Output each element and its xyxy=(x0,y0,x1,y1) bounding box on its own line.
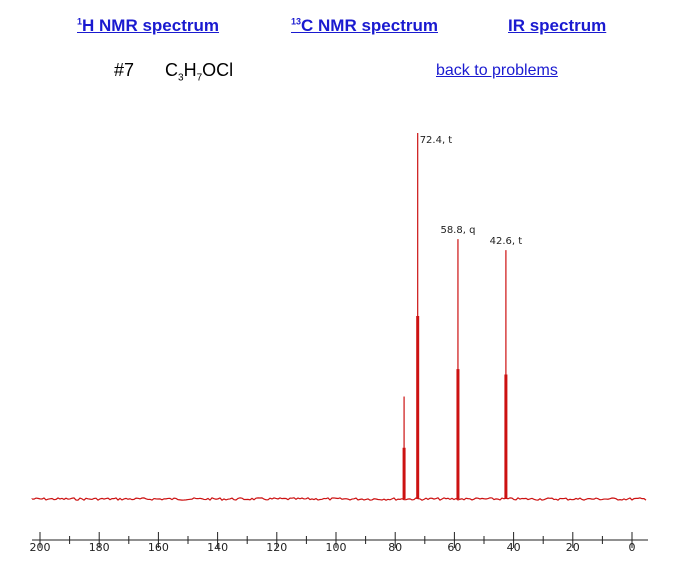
formula-c: C xyxy=(165,60,178,80)
c-nmr-label: C NMR spectrum xyxy=(301,16,438,35)
problem-number: #7 xyxy=(114,60,135,80)
baseline xyxy=(31,497,647,501)
x-tick-label: 120 xyxy=(266,541,287,554)
x-tick-label: 100 xyxy=(326,541,347,554)
x-tick-label: 40 xyxy=(507,541,521,554)
x-tick-label: 60 xyxy=(447,541,461,554)
x-tick-label: 80 xyxy=(388,541,402,554)
x-tick-label: 180 xyxy=(89,541,110,554)
x-tick-label: 20 xyxy=(566,541,580,554)
h-nmr-superscript: 1 xyxy=(77,16,83,27)
h-nmr-label: H NMR spectrum xyxy=(82,16,219,35)
back-to-problems-link[interactable]: back to problems xyxy=(436,62,558,79)
formula-h-count: 7 xyxy=(196,72,203,84)
ir-label: IR spectrum xyxy=(508,16,607,35)
x-tick-label: 160 xyxy=(148,541,169,554)
x-tick-label: 200 xyxy=(30,541,51,554)
peaks-group xyxy=(402,133,508,499)
peak-label: 58.8, q xyxy=(440,225,475,236)
peak-labels-group: 72.4, t 58.8, q 42.6, t xyxy=(420,135,523,247)
molecular-formula: C3H7OCl xyxy=(165,60,233,84)
x-axis-ticks: 200 180 160 140 120 100 80 60 40 20 0 xyxy=(30,532,636,554)
h-nmr-link[interactable]: 1H NMR spectrum xyxy=(77,16,219,36)
formula-rest: OCl xyxy=(202,60,234,80)
formula-h: H xyxy=(183,60,197,80)
formula-c-count: 3 xyxy=(178,72,184,84)
c-nmr-superscript: 13 xyxy=(291,16,302,27)
peak-label: 72.4, t xyxy=(420,135,453,146)
baseline-noise xyxy=(31,497,647,501)
x-tick-label: 140 xyxy=(207,541,228,554)
c-nmr-link[interactable]: 13C NMR spectrum xyxy=(291,16,438,36)
x-tick-label: 0 xyxy=(629,541,636,554)
ir-link[interactable]: IR spectrum xyxy=(508,16,606,36)
peak-label: 42.6, t xyxy=(490,236,523,247)
